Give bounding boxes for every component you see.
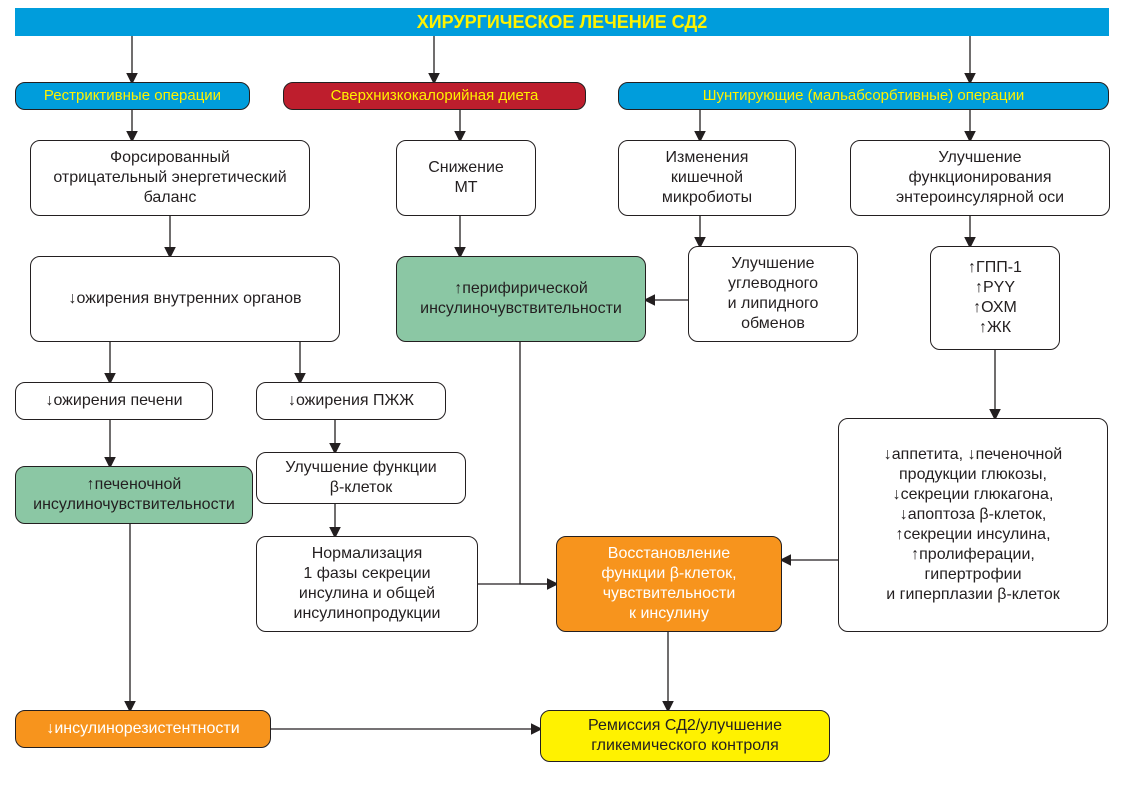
node-insres: ↓инсулинорезистентности	[15, 710, 271, 748]
node-mt: Снижение МТ	[396, 140, 536, 216]
node-lowcal: Сверхнизкокалорийная диета	[283, 82, 586, 110]
node-restore: Восстановление функции β-клеток, чувстви…	[556, 536, 782, 632]
node-title: ХИРУРГИЧЕСКОЕ ЛЕЧЕНИЕ СД2	[15, 8, 1109, 36]
node-liverins: ↑печеночной инсулиночувствительности	[15, 466, 253, 524]
edge	[520, 342, 556, 584]
node-energy: Форсированный отрицательный энергетическ…	[30, 140, 310, 216]
node-liverfat: ↓ожирения печени	[15, 382, 213, 420]
node-enteroaxis: Улучшение функционирования энтероинсуляр…	[850, 140, 1110, 216]
node-microbiota: Изменения кишечной микробиоты	[618, 140, 796, 216]
node-carblipid: Улучшение углеводного и липидного обмено…	[688, 246, 858, 342]
node-periph: ↑перифирической инсулиночувствительности	[396, 256, 646, 342]
node-pancfat: ↓ожирения ПЖЖ	[256, 382, 446, 420]
flowchart-stage: ХИРУРГИЧЕСКОЕ ЛЕЧЕНИЕ СД2 Рестриктивные о…	[0, 0, 1124, 810]
node-effects: ↓аппетита, ↓печеночной продукции глюкозы…	[838, 418, 1108, 632]
node-betacells: Улучшение функции β-клеток	[256, 452, 466, 504]
node-shunt: Шунтирующие (мальабсорбтивные) операции	[618, 82, 1109, 110]
node-hormones: ↑ГПП-1 ↑PYY ↑ОХМ ↑ЖК	[930, 246, 1060, 350]
node-phase1: Нормализация 1 фазы секреции инсулина и …	[256, 536, 478, 632]
node-visceral: ↓ожирения внутренних органов	[30, 256, 340, 342]
node-restrictive: Рестриктивные операции	[15, 82, 250, 110]
node-remission: Ремиссия СД2/улучшение гликемического ко…	[540, 710, 830, 762]
